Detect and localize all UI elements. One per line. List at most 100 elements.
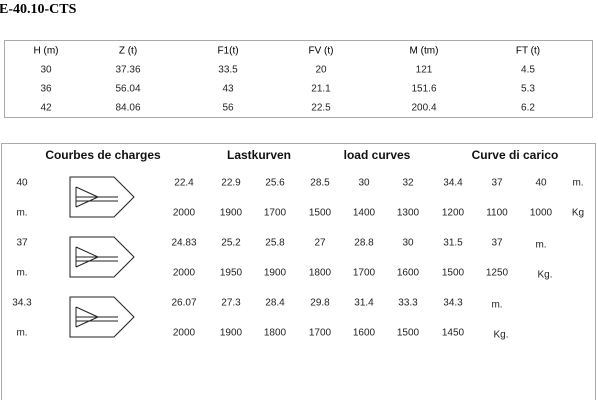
load: 1900	[264, 268, 287, 279]
load: 1250	[486, 268, 509, 279]
jib-unit: m.	[16, 208, 27, 219]
load: 2000	[173, 328, 196, 339]
load: 1500	[309, 208, 332, 219]
radius: 34.4	[443, 178, 463, 189]
radius: 33.3	[398, 298, 418, 309]
table-cell: 4.5	[521, 65, 535, 76]
radius: 28.4	[265, 298, 285, 309]
radius: 26.07	[171, 298, 196, 309]
load: 1400	[353, 208, 376, 219]
load: 1100	[486, 208, 508, 219]
radius: 31.4	[354, 298, 374, 309]
load: 2000	[173, 268, 196, 279]
table-cell: 5.3	[521, 84, 535, 95]
radius: 40	[535, 178, 547, 189]
table-cell: 200.4	[411, 103, 436, 114]
load: 1200	[442, 208, 465, 219]
load: 1800	[264, 328, 287, 339]
radius: 25.8	[265, 238, 285, 249]
table-cell: 6.2	[521, 103, 535, 114]
load: 1300	[397, 208, 420, 219]
jib-length: 34.3	[12, 298, 32, 309]
radius: 30	[402, 238, 414, 249]
radius: 25.2	[221, 238, 241, 249]
column-header: H (m)	[34, 46, 59, 57]
radius: 37	[491, 238, 503, 249]
table-cell: 30	[40, 65, 52, 76]
jib-icon	[69, 176, 135, 218]
table-cell: 42	[40, 103, 52, 114]
jib-unit: m.	[16, 268, 27, 279]
table-cell: 84.06	[115, 103, 140, 114]
load: 1450	[442, 328, 465, 339]
load-unit: Kg	[572, 208, 584, 219]
load: 1700	[264, 208, 287, 219]
radius-unit: m.	[535, 240, 546, 251]
table-cell: 56	[222, 103, 234, 114]
jib-length: 40	[16, 178, 28, 189]
load: 1950	[220, 268, 243, 279]
load: 1500	[397, 328, 420, 339]
column-header: F1(t)	[217, 46, 238, 57]
radius: 22.9	[221, 178, 241, 189]
table-cell: 36	[40, 84, 52, 95]
table-cell: 33.5	[218, 65, 238, 76]
load-curves: Courbes de charges Lastkurven load curves C…	[12, 148, 584, 340]
column-header: M (tm)	[410, 46, 439, 57]
column-header: Z (t)	[119, 46, 137, 57]
jib-lines	[75, 306, 118, 328]
radius-unit: m.	[491, 300, 502, 311]
table-border	[4, 40, 593, 118]
radius: 27	[314, 238, 326, 249]
load: 1700	[353, 268, 376, 279]
jib-unit: m.	[16, 328, 27, 339]
load: 1000	[530, 208, 553, 219]
table-cell: 121	[416, 65, 433, 76]
table-cell: 43	[222, 84, 234, 95]
radius: 25.6	[265, 178, 285, 189]
load-curves-border	[1, 143, 596, 400]
section-header: Curve di carico	[472, 148, 559, 162]
radius: 31.5	[443, 238, 463, 249]
jib-lines	[75, 186, 118, 208]
table-cell: 37.36	[115, 65, 140, 76]
load: 1900	[220, 328, 243, 339]
radius: 22.4	[174, 178, 194, 189]
column-header: FV (t)	[309, 46, 334, 57]
radius: 28.5	[310, 178, 330, 189]
radius: 32	[402, 178, 414, 189]
load: 1600	[397, 268, 420, 279]
section-header: Lastkurven	[227, 148, 291, 162]
table-cell: 20	[315, 65, 327, 76]
load: 1500	[442, 268, 465, 279]
load: 1900	[220, 208, 243, 219]
table-cell: 56.04	[115, 84, 140, 95]
radius: 34.3	[443, 298, 463, 309]
table-cell: 21.1	[311, 84, 331, 95]
load: 1700	[309, 328, 332, 339]
section-header: Courbes de charges	[45, 148, 161, 162]
load: 1600	[353, 328, 376, 339]
jib-lines	[75, 246, 118, 268]
section-header: load curves	[344, 148, 411, 162]
radius: 28.8	[354, 238, 374, 249]
load-unit: Kg.	[537, 270, 552, 281]
table-cell: 22.5	[311, 103, 331, 114]
jib-icon	[69, 296, 135, 338]
radius: 24.83	[171, 238, 196, 249]
table-cell: 151.6	[411, 84, 436, 95]
load: 1800	[309, 268, 332, 279]
radius-unit: m.	[572, 178, 583, 189]
load-unit: Kg.	[493, 330, 508, 341]
jib-length: 37	[16, 238, 28, 249]
jib-icon	[69, 236, 135, 278]
radius: 27.3	[221, 298, 241, 309]
radius: 30	[358, 178, 370, 189]
radius: 37	[491, 178, 503, 189]
column-header: FT (t)	[516, 46, 540, 57]
load: 2000	[173, 208, 196, 219]
spec-table: H (m) Z (t) F1(t) FV (t) M (tm) FT (t) 30 37.36…	[34, 46, 541, 114]
radius: 29.8	[310, 298, 330, 309]
page-title: E-40.10-CTS	[0, 2, 77, 17]
